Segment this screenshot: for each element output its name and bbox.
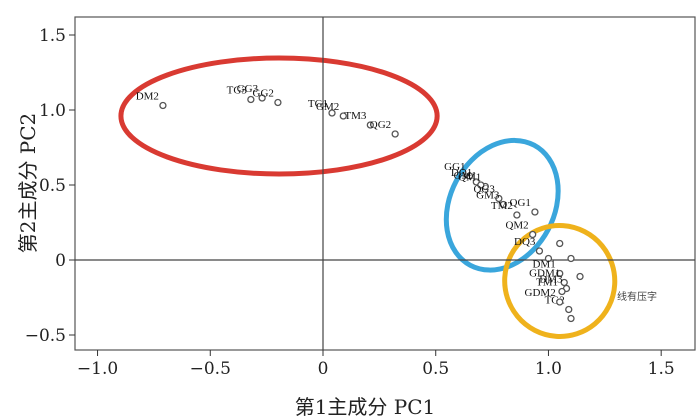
data-point bbox=[535, 247, 544, 255]
data-point bbox=[556, 269, 564, 278]
point-label: TG1 bbox=[308, 98, 328, 110]
point-label: QG1 bbox=[510, 197, 531, 209]
data-point bbox=[339, 112, 347, 120]
data-point bbox=[567, 254, 575, 263]
point-label: DM1 bbox=[532, 259, 555, 271]
group-ellipses bbox=[118, 55, 618, 339]
y-tick-label: 0.5 bbox=[39, 176, 66, 196]
point-label: GDM1 bbox=[529, 268, 560, 280]
point-label: DQ3 bbox=[514, 236, 536, 248]
data-point bbox=[576, 272, 584, 281]
x-tick-label: 0 bbox=[318, 359, 329, 379]
data-point bbox=[366, 121, 374, 129]
data-point bbox=[544, 254, 553, 263]
point-label: QG2 bbox=[370, 119, 391, 131]
point-label: GG3 bbox=[237, 83, 259, 95]
point-label: TM1 bbox=[536, 277, 558, 289]
point-label: GM2 bbox=[316, 101, 339, 113]
point-label: GG1 bbox=[444, 161, 465, 173]
data-point bbox=[477, 181, 485, 189]
data-point bbox=[465, 172, 474, 180]
data-point bbox=[274, 98, 282, 107]
group-ellipse-2 bbox=[443, 137, 561, 273]
x-axis-ticks: −1.0 −0.5 0 0.5 1.0 1.5 bbox=[77, 350, 675, 379]
x-tick-label: −0.5 bbox=[190, 359, 231, 379]
point-label: GDM2 bbox=[525, 287, 556, 299]
point-label: TM2 bbox=[491, 200, 513, 212]
x-axis-title: 第1主成分 PC1 bbox=[295, 395, 436, 419]
annotation-text: 线有压字 bbox=[617, 290, 657, 303]
point-label: QM2 bbox=[505, 220, 528, 232]
point-label: QG3 bbox=[473, 184, 495, 196]
point-label: TG3 bbox=[227, 85, 248, 97]
data-point bbox=[258, 94, 266, 102]
data-point bbox=[567, 314, 575, 323]
data-point bbox=[159, 101, 167, 110]
data-point bbox=[328, 109, 336, 117]
point-label: TM3 bbox=[344, 110, 367, 122]
data-point bbox=[531, 208, 539, 216]
point-label: DM2 bbox=[136, 91, 159, 103]
data-point bbox=[391, 130, 399, 138]
point-label: GM1 bbox=[454, 170, 477, 182]
y-axis-title: 第2主成分 PC2 bbox=[16, 113, 40, 254]
plot-area bbox=[74, 16, 696, 351]
x-tick-label: 1.0 bbox=[535, 359, 562, 379]
data-point bbox=[558, 287, 566, 296]
y-axis-ticks: −0.5 0 0.5 1.0 1.5 bbox=[25, 26, 75, 346]
point-label: GM3 bbox=[476, 190, 500, 202]
group-ellipse-1 bbox=[118, 55, 440, 177]
point-label: DQ1 bbox=[451, 167, 472, 179]
y-tick-label: 1.0 bbox=[39, 101, 66, 121]
data-point bbox=[556, 298, 564, 306]
group-ellipse-3 bbox=[502, 223, 618, 339]
x-tick-label: −1.0 bbox=[77, 359, 118, 379]
reference-lines bbox=[75, 17, 695, 350]
y-tick-label: −0.5 bbox=[25, 326, 66, 346]
x-tick-label: 0.5 bbox=[422, 359, 449, 379]
data-point bbox=[247, 95, 255, 104]
x-tick-label: 1.5 bbox=[648, 359, 675, 379]
data-point bbox=[565, 305, 573, 314]
data-point bbox=[513, 211, 521, 219]
point-label: GG2 bbox=[253, 88, 274, 100]
point-label: QM1 bbox=[458, 172, 481, 184]
data-point bbox=[495, 194, 503, 203]
data-point bbox=[529, 230, 537, 239]
data-point bbox=[560, 278, 568, 287]
data-point bbox=[499, 200, 508, 209]
y-tick-label: 0 bbox=[55, 251, 66, 271]
point-label: DM3 bbox=[539, 274, 563, 286]
y-tick-label: 1.5 bbox=[39, 26, 66, 46]
data-point bbox=[556, 239, 564, 248]
